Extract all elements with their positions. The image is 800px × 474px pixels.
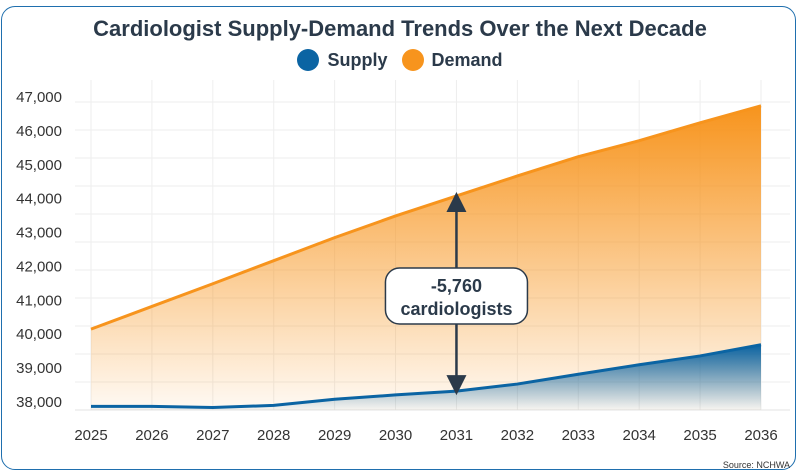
y-tick-label: 46,000 (16, 123, 62, 140)
x-tick-label: 2031 (440, 427, 473, 444)
x-tick-label: 2032 (501, 427, 534, 444)
legend-item-demand: Demand (401, 49, 503, 71)
x-tick-label: 2035 (683, 427, 716, 444)
y-tick-label: 47,000 (16, 89, 62, 106)
demand-swatch-icon (401, 49, 424, 71)
x-tick-label: 2029 (318, 427, 351, 444)
x-tick-label: 2030 (379, 427, 412, 444)
y-tick-label: 39,000 (16, 360, 62, 377)
legend-item-supply: Supply (297, 49, 388, 71)
annotation-value: -5,760 (431, 276, 482, 296)
annotation-label: cardiologists (400, 299, 512, 319)
annotation-box (384, 267, 529, 325)
y-tick-label: 43,000 (16, 225, 62, 242)
x-tick-label: 2027 (196, 427, 229, 444)
x-tick-label: 2028 (257, 427, 290, 444)
legend: Supply Demand (0, 49, 800, 71)
legend-label-supply: Supply (327, 49, 388, 70)
x-tick-label: 2036 (744, 427, 777, 444)
demand-area (91, 105, 761, 411)
y-tick-label: 40,000 (16, 326, 62, 343)
y-tick-label: 38,000 (16, 394, 62, 411)
y-tick-label: 42,000 (16, 258, 62, 275)
supply-line (91, 343, 762, 409)
x-tick-label: 2033 (562, 427, 595, 444)
y-tick-label: 41,000 (16, 292, 62, 309)
demand-line (90, 104, 762, 331)
chart-frame (1, 6, 796, 470)
supply-swatch-icon (297, 49, 320, 71)
x-tick-label: 2026 (135, 427, 168, 444)
chart-title: Cardiologist Supply-Demand Trends Over t… (93, 16, 707, 41)
y-tick-label: 45,000 (16, 157, 62, 174)
y-tick-label: 44,000 (16, 191, 62, 208)
x-tick-label: 2034 (622, 427, 655, 444)
legend-label-demand: Demand (431, 49, 503, 70)
source-note: Source: NCHWA (722, 460, 790, 470)
supply-area (91, 344, 761, 410)
x-tick-label: 2025 (74, 427, 107, 444)
